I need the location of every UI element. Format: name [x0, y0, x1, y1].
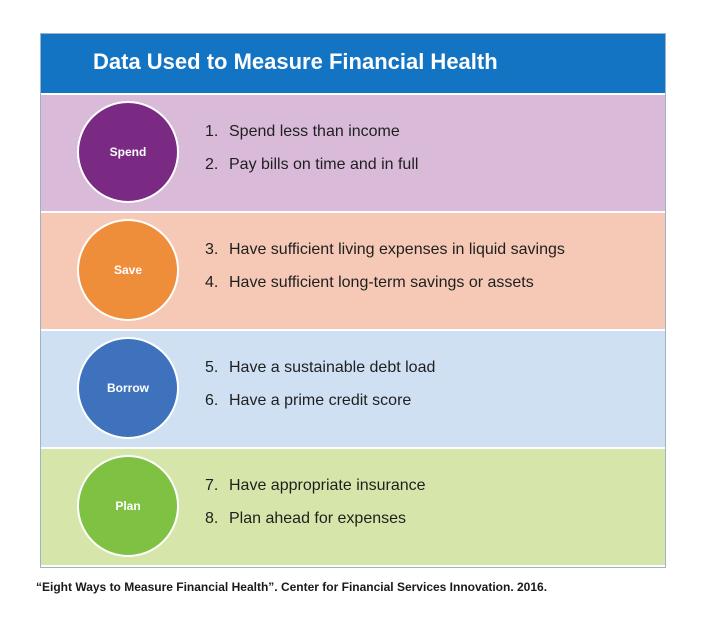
list-item: 8. Plan ahead for expenses — [205, 510, 407, 527]
list-item: 4. Have sufficient long-term savings or a… — [205, 274, 534, 291]
source-caption: “Eight Ways to Measure Financial Health”… — [36, 580, 548, 594]
row-borrow: Borrow 5. Have a sustainable debt load 6.… — [41, 329, 665, 447]
plan-circle: Plan — [77, 455, 179, 557]
borrow-circle: Borrow — [77, 337, 179, 439]
figure-title: Data Used to Measure Financial Health — [93, 49, 498, 74]
list-item: 3. Have sufficient living expenses in liq… — [205, 241, 565, 258]
figure-header: Data Used to Measure Financial Health — [41, 34, 665, 93]
list-item: 7. Have appropriate insurance — [205, 477, 426, 494]
list-item: 6. Have a prime credit score — [205, 392, 412, 409]
row-plan: Plan 7. Have appropriate insurance 8. Plan… — [41, 447, 665, 565]
row-save: Save 3. Have sufficient living expenses i… — [41, 211, 665, 329]
list-item: 1. Spend less than income — [205, 123, 400, 140]
list-item: 2. Pay bills on time and in full — [205, 156, 419, 173]
save-circle: Save — [77, 219, 179, 321]
list-item: 5. Have a sustainable debt load — [205, 359, 436, 376]
spend-circle: Spend — [77, 101, 179, 203]
financial-health-figure: Data Used to Measure Financial Health Sp… — [40, 33, 666, 568]
row-spend: Spend 1. Spend less than income 2. Pay bil… — [41, 93, 665, 211]
